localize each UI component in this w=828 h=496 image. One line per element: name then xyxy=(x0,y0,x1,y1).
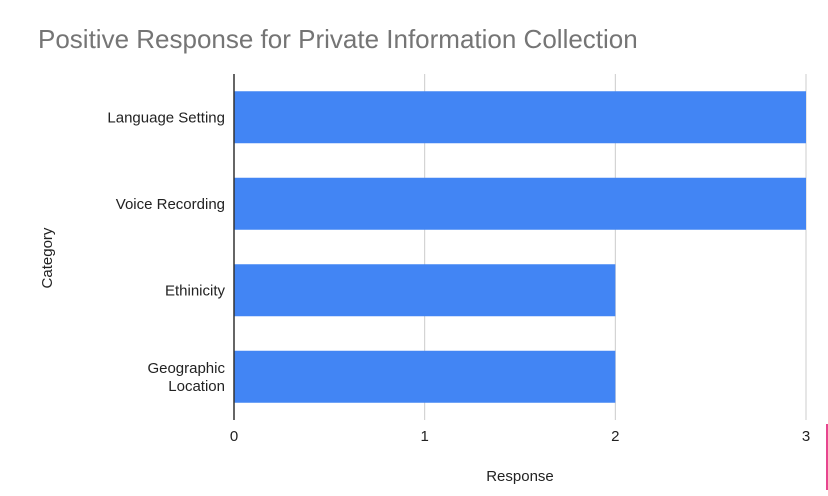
category-label: Voice Recording xyxy=(116,196,225,213)
bar xyxy=(234,350,616,403)
x-tick-label: 1 xyxy=(420,428,428,445)
bar xyxy=(234,264,616,317)
chart-title: Positive Response for Private Informatio… xyxy=(38,24,638,54)
x-axis-title: Response xyxy=(486,468,554,485)
x-tick-label: 3 xyxy=(802,428,810,445)
x-tick-label: 2 xyxy=(611,428,619,445)
category-label: Geographic Location xyxy=(147,360,225,395)
x-tick-label: 0 xyxy=(230,428,238,445)
y-axis-title: Category xyxy=(39,227,56,288)
edge-marker xyxy=(826,424,828,490)
bars xyxy=(234,91,806,403)
category-label: Ethinicity xyxy=(165,282,226,299)
labels: 0 1 2 3 Language Setting Voice Recording Ethin… xyxy=(39,109,810,485)
bar xyxy=(234,177,806,230)
bar xyxy=(234,91,806,144)
category-label: Language Setting xyxy=(107,109,225,126)
